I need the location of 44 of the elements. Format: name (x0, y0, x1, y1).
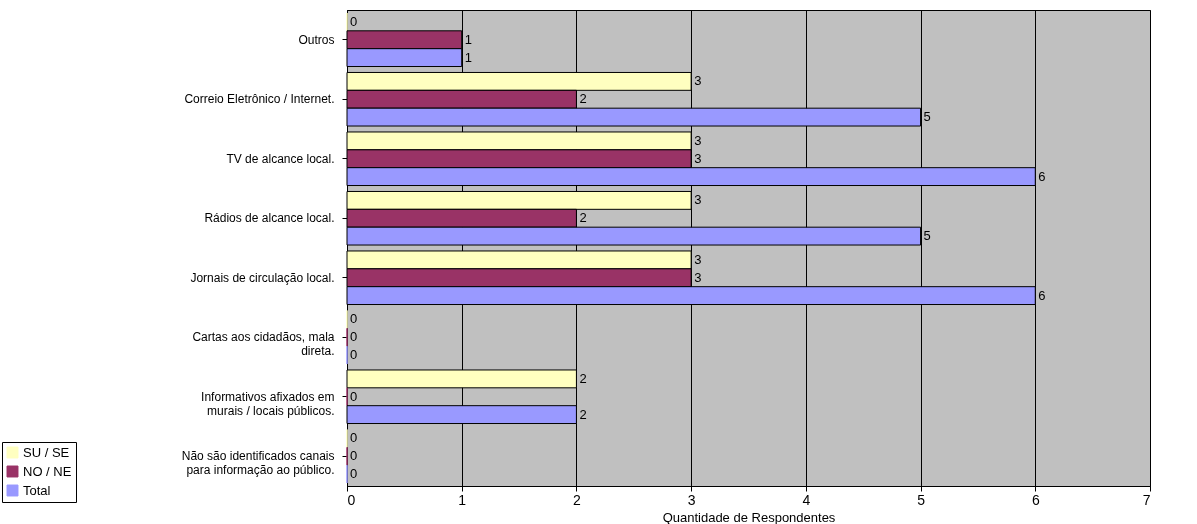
x-tick-label: 1 (458, 491, 467, 508)
y-tick-label: Informativos afixados em murais / locais públicos. (201, 389, 335, 418)
data-label: 5 (923, 228, 931, 244)
data-label: 0 (350, 311, 358, 327)
data-label: 0 (350, 448, 358, 464)
data-label: 0 (350, 329, 358, 345)
data-label: 3 (694, 73, 702, 89)
x-axis-title: Quantidade de Respondentes (662, 509, 836, 524)
legend-label: Total (23, 482, 51, 498)
y-tick-label: Rádios de alcance local. (204, 211, 335, 226)
data-label: 3 (694, 251, 702, 267)
x-tick-label: 3 (687, 491, 696, 508)
data-label: 3 (694, 132, 702, 148)
data-label: 0 (350, 430, 358, 446)
x-tick-label: 5 (917, 491, 926, 508)
data-label: 2 (579, 91, 587, 107)
y-tick-label: Cartas aos cidadãos, mala direta. (192, 330, 335, 359)
legend-label: SU / SE (23, 444, 70, 460)
x-tick-label: 4 (802, 491, 811, 508)
y-tick-label: Correio Eletrônico / Internet. (184, 92, 335, 107)
data-label: 5 (923, 109, 931, 125)
data-label: 0 (350, 466, 358, 482)
x-tick-label: 7 (1142, 491, 1151, 508)
y-tick-label: Outros (298, 32, 335, 47)
x-tick-label: 0 (347, 491, 356, 508)
data-label: 1 (464, 31, 472, 47)
data-label: 3 (694, 192, 702, 208)
x-tick-label: 2 (573, 491, 582, 508)
data-label: 2 (579, 370, 587, 386)
data-label: 0 (350, 388, 358, 404)
legend-label: NO / NE (23, 463, 72, 479)
data-label: 0 (350, 13, 358, 29)
data-label: 2 (579, 406, 587, 422)
data-label: 3 (694, 150, 702, 166)
data-label: 2 (579, 210, 587, 226)
y-tick-label: Não são identificados canais para informação ao público. (181, 449, 335, 478)
x-tick-label: 6 (1031, 491, 1040, 508)
data-label: 6 (1038, 287, 1046, 303)
data-label: 0 (350, 347, 358, 363)
data-label: 3 (694, 269, 702, 285)
data-label: 1 (464, 49, 472, 65)
data-label: 6 (1038, 168, 1046, 184)
y-tick-label: Jornais de circulação local. (190, 270, 335, 285)
y-tick-label: TV de alcance local. (226, 151, 335, 166)
